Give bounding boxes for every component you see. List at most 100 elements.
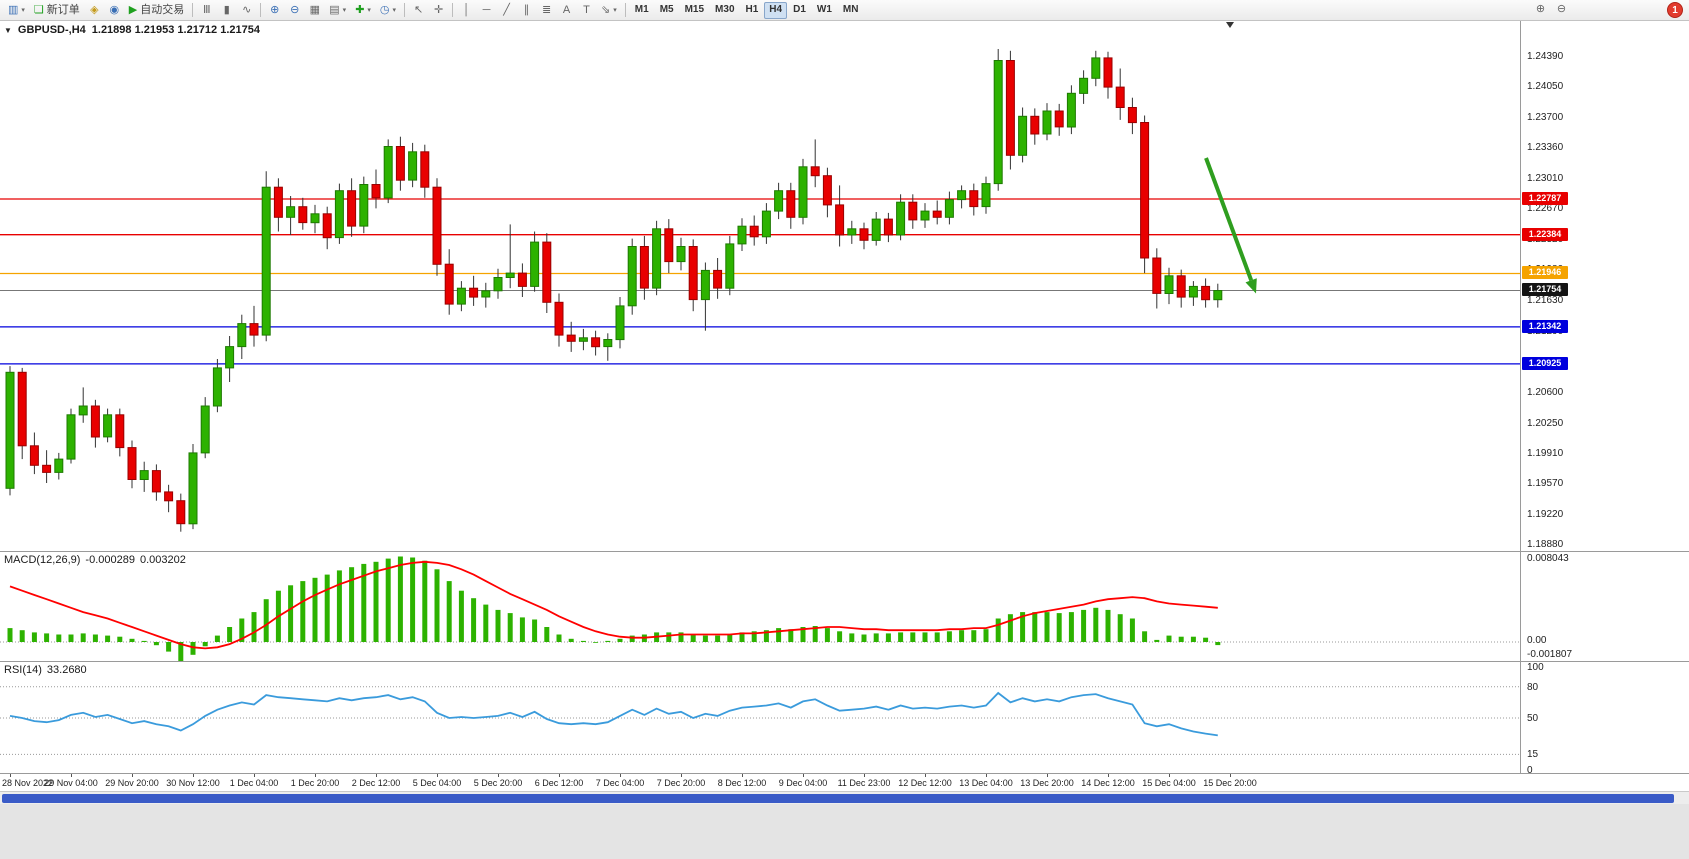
arrows-tool-button[interactable]: ⇘ ▾ <box>597 2 621 19</box>
bar-chart-icon: Ⅲ <box>202 3 211 16</box>
symbol-title: GBPUSD-,H4 <box>17 24 86 36</box>
price-scale[interactable]: 1.24390 1.24050 1.23700 1.23360 1.23010 1.226… <box>1520 21 1689 551</box>
horizontal-line-button[interactable]: ─ <box>477 2 496 19</box>
timeframe-m1-button[interactable]: M1 <box>630 2 654 19</box>
timeframe-d1-button[interactable]: D1 <box>788 2 811 19</box>
bar-chart-button[interactable]: Ⅲ <box>197 2 216 19</box>
profiles-button[interactable]: ◈ <box>85 2 104 19</box>
rsi-indicator-chart[interactable] <box>0 662 1520 773</box>
indicators-button[interactable]: ✚ ▾ <box>351 2 375 19</box>
notification-badge[interactable]: 1 <box>1667 2 1683 18</box>
zoom-out-icon: ⊖ <box>290 3 300 16</box>
label-icon: T <box>583 3 590 16</box>
profiles-icon: ◈ <box>90 3 99 16</box>
chart-window: ▼ GBPUSD-,H4 1.21898 1.21953 1.21712 1.2… <box>0 21 1689 804</box>
price-chart[interactable] <box>0 21 1520 551</box>
time-tick-label: 5 Dec 04:00 <box>412 778 462 788</box>
chevron-down-icon: ▾ <box>342 6 347 14</box>
line-chart-button[interactable]: ∿ <box>237 2 256 19</box>
toolbar-separator <box>624 3 626 17</box>
vertical-line-button[interactable]: │ <box>457 2 476 19</box>
time-tick <box>132 774 133 777</box>
time-tick <box>742 774 743 777</box>
cursor-button[interactable]: ↖ <box>409 2 428 19</box>
toolbar-separator <box>404 3 406 17</box>
periods-button[interactable]: ◷ ▾ <box>376 2 400 19</box>
time-tick <box>1230 774 1231 777</box>
scrollbar-thumb[interactable] <box>2 794 1674 803</box>
text-label-button[interactable]: T <box>577 2 596 19</box>
candlestick-chart-button[interactable]: ▮ <box>217 2 236 19</box>
timeframe-h1-button[interactable]: H1 <box>741 2 764 19</box>
channel-icon: ∥ <box>523 3 530 16</box>
tile-windows-button[interactable]: ▦ <box>305 2 324 19</box>
time-tick <box>315 774 316 777</box>
text-icon: A <box>562 3 571 16</box>
time-tick <box>864 774 865 777</box>
time-tick <box>1169 774 1170 777</box>
toolbar-separator <box>260 3 262 17</box>
zoom-in-icon: ⊕ <box>270 3 280 16</box>
trendline-button[interactable]: ╱ <box>497 2 516 19</box>
rsi-name: RSI(14) <box>4 664 42 676</box>
symbol-ohlc-label: ▼ GBPUSD-,H4 1.21898 1.21953 1.21712 1.2… <box>4 24 260 36</box>
price-tick-label: 1.24050 <box>1527 81 1564 92</box>
price-level-tag: 1.21946 <box>1522 266 1568 279</box>
toolbar-separator <box>452 3 454 17</box>
cursor-icon: ↖ <box>413 3 424 16</box>
magnifier-plus-button[interactable]: ⊕ <box>1531 1 1550 18</box>
time-tick-label: 7 Dec 04:00 <box>595 778 645 788</box>
rsi-scale-label: 50 <box>1527 713 1539 724</box>
timeframe-m15-button[interactable]: M15 <box>680 2 709 19</box>
time-tick-label: 14 Dec 12:00 <box>1081 778 1135 788</box>
timeframe-w1-button[interactable]: W1 <box>812 2 837 19</box>
time-tick-label: 5 Dec 20:00 <box>473 778 523 788</box>
fibonacci-button[interactable]: ≣ <box>537 2 556 19</box>
time-tick-label: 1 Dec 20:00 <box>290 778 340 788</box>
timeframe-m30-button[interactable]: M30 <box>710 2 739 19</box>
time-tick-label: 15 Dec 20:00 <box>1203 778 1257 788</box>
macd-scale-label: -0.001807 <box>1527 649 1573 660</box>
magnifier-minus-button[interactable]: ⊖ <box>1552 1 1571 18</box>
crosshair-button[interactable]: ✛ <box>429 2 448 19</box>
price-tick-label: 1.19910 <box>1527 448 1564 459</box>
indicators-icon: ✚ <box>355 3 365 16</box>
templates-button[interactable]: ▤ ▾ <box>325 2 350 19</box>
play-icon: ▶ <box>128 3 138 16</box>
time-tick <box>376 774 377 777</box>
time-tick-label: 6 Dec 12:00 <box>534 778 584 788</box>
time-scale[interactable]: 28 Nov 2022 29 Nov 04:00 29 Nov 20:00 30 No… <box>0 773 1689 791</box>
time-tick <box>681 774 682 777</box>
price-level-tag: 1.21754 <box>1522 283 1568 296</box>
timeframe-h4-button[interactable]: H4 <box>764 1 788 19</box>
time-tick-label: 9 Dec 04:00 <box>778 778 828 788</box>
time-tick <box>1108 774 1109 777</box>
rsi-scale[interactable]: 100 80 50 15 0 <box>1520 662 1689 776</box>
macd-scale[interactable]: 0.008043 0.00 -0.001807 <box>1520 552 1689 661</box>
horizontal-line-icon: ─ <box>482 3 491 16</box>
auto-trading-label: 自动交易 <box>140 3 185 16</box>
macd-name: MACD(12,26,9) <box>4 554 81 566</box>
time-tick-label: 1 Dec 04:00 <box>229 778 279 788</box>
zoom-in-button[interactable]: ⊕ <box>265 2 284 19</box>
macd-main-value: -0.000289 <box>85 554 135 566</box>
macd-label: MACD(12,26,9) -0.000289 0.003202 <box>4 554 186 566</box>
timeframe-m5-button[interactable]: M5 <box>655 2 679 19</box>
timeframe-mn-button[interactable]: MN <box>838 2 864 19</box>
macd-scale-label: 0.00 <box>1527 635 1547 646</box>
zoom-out-button[interactable]: ⊖ <box>285 2 304 19</box>
text-tool-button[interactable]: A <box>557 2 576 19</box>
one-click-trading-toggle-icon[interactable]: ▼ <box>4 25 12 35</box>
new-order-button[interactable]: ❏ 新订单 <box>30 2 84 19</box>
new-chart-button[interactable]: ▥ ▾ <box>4 2 29 19</box>
time-tick-label: 29 Nov 20:00 <box>105 778 159 788</box>
auto-trading-button[interactable]: ▶ 自动交易 <box>125 2 188 19</box>
arrow-icon: ⇘ <box>601 3 611 16</box>
rsi-scale-label: 80 <box>1527 682 1539 693</box>
macd-indicator-chart[interactable] <box>0 552 1520 661</box>
channel-button[interactable]: ∥ <box>517 2 536 19</box>
tile-windows-icon: ▦ <box>309 3 320 16</box>
navigator-button[interactable]: ◉ <box>105 2 124 19</box>
time-tick-label: 12 Dec 12:00 <box>898 778 952 788</box>
main-chart-row: ▼ GBPUSD-,H4 1.21898 1.21953 1.21712 1.2… <box>0 21 1689 551</box>
